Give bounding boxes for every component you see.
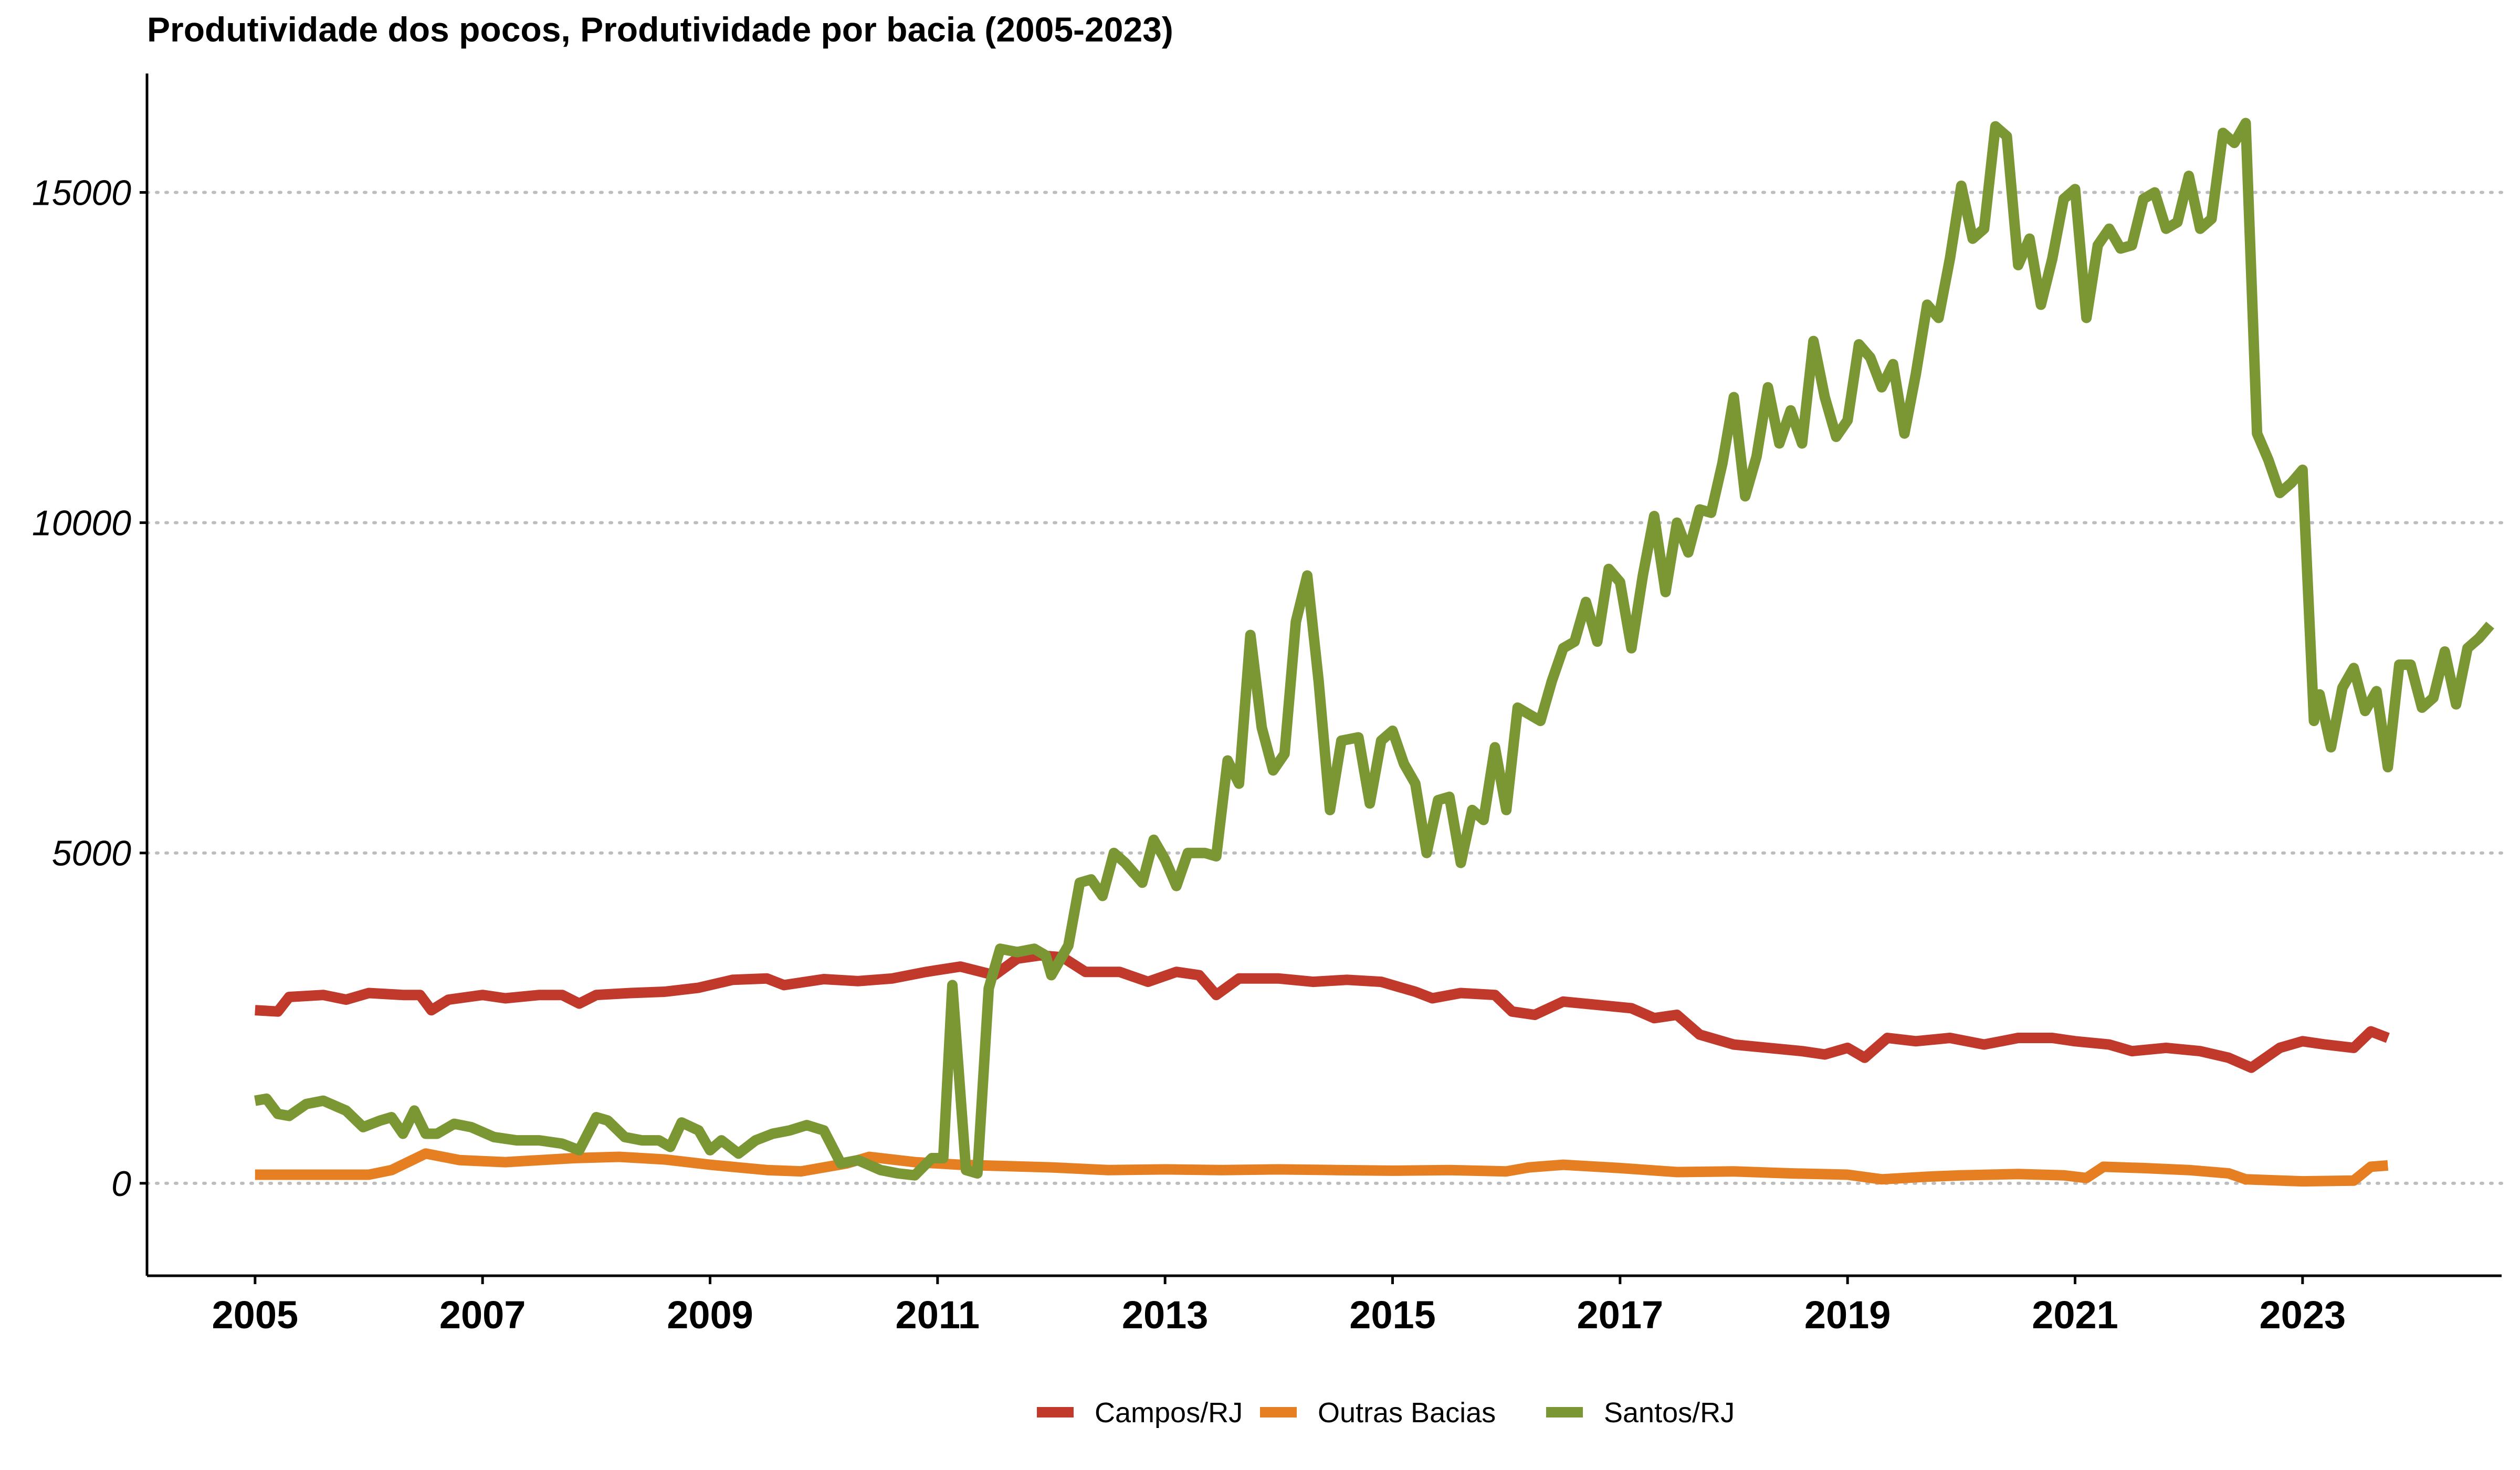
- x-tick-label-2011: 2011: [896, 1293, 980, 1337]
- y-tick-label-10000: 10000: [32, 503, 131, 543]
- legend-label-outras-bacias: Outras Bacias: [1318, 1397, 1496, 1429]
- legend-label-campos-rj: Campos/RJ: [1095, 1397, 1243, 1429]
- x-tick-label-2005: 2005: [212, 1293, 299, 1337]
- y-tick-label-0: 0: [111, 1164, 131, 1204]
- legend: Campos/RJ Outras Bacias Santos/RJ: [1037, 1397, 1735, 1429]
- x-tick-label-2019: 2019: [1804, 1293, 1891, 1337]
- y-tick-labels: 0 5000 10000 15000: [32, 173, 131, 1203]
- chart-title: Produtividade dos pocos, Produtividade p…: [147, 10, 1173, 49]
- y-tick-label-15000: 15000: [32, 173, 131, 213]
- y-tick-label-5000: 5000: [52, 834, 131, 874]
- legend-label-santos-rj: Santos/RJ: [1604, 1397, 1735, 1429]
- x-tick-label-2017: 2017: [1577, 1293, 1664, 1337]
- axes: [140, 74, 2502, 1284]
- x-tick-label-2015: 2015: [1349, 1293, 1436, 1337]
- x-tick-label-2023: 2023: [2260, 1293, 2346, 1337]
- x-tick-label-2007: 2007: [439, 1293, 526, 1337]
- series-line-outras-bacias: [255, 1148, 2389, 1187]
- series-line-campos-rj: [255, 950, 2390, 1073]
- x-tick-label-2021: 2021: [2032, 1293, 2118, 1337]
- series-line-santos-rj: [254, 118, 2494, 1181]
- x-tick-labels: 2005 2007 2009 2011 2013 2015 2017 2019 2021 2023: [212, 1293, 2346, 1337]
- series-lines: [254, 118, 2494, 1187]
- x-tick-label-2009: 2009: [667, 1293, 753, 1337]
- x-tick-label-2013: 2013: [1122, 1293, 1209, 1337]
